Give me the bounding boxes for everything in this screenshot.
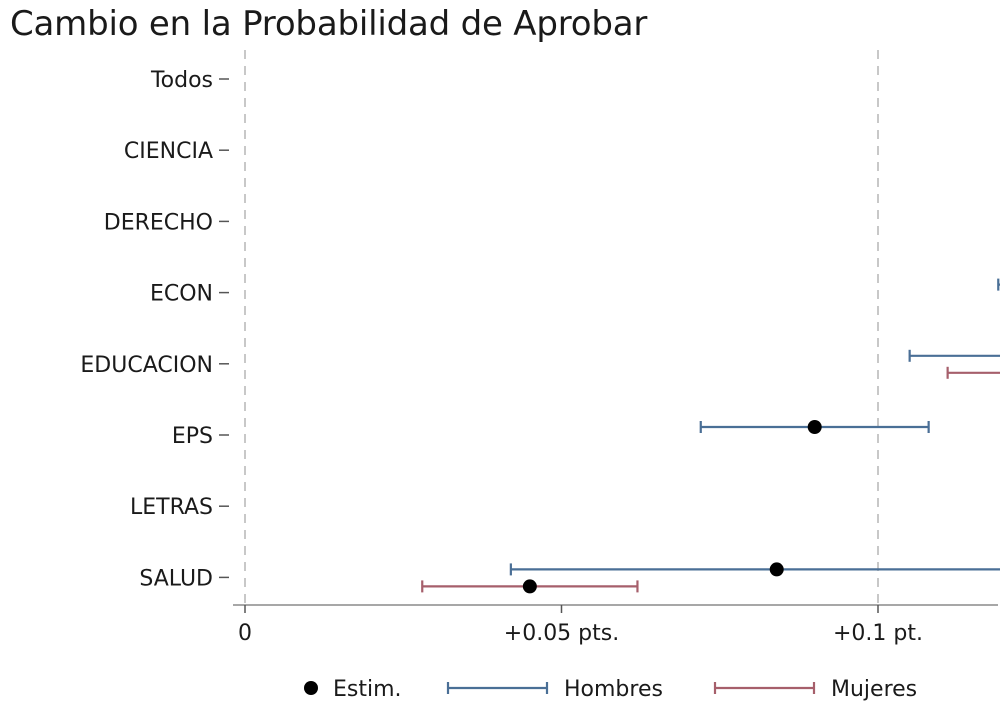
y-tick-label: EPS: [172, 424, 213, 449]
legend-marker-estimate: [304, 681, 318, 695]
y-tick-label: ECON: [150, 282, 213, 307]
y-tick-label: LETRAS: [130, 495, 213, 520]
legend-label-estimate: Estim.: [333, 677, 402, 702]
x-tick-label: +0.05 pts.: [504, 621, 619, 646]
legend: Estim. Hombres Mujeres: [304, 677, 917, 702]
legend-label-mujeres: Mujeres: [831, 677, 917, 702]
chart-title: Cambio en la Probabilidad de Aprobar: [10, 4, 648, 44]
estimate-point-hombres: [769, 562, 784, 577]
y-tick-label: DERECHO: [104, 210, 213, 235]
legend-label-hombres: Hombres: [564, 677, 663, 702]
y-tick-label: EDUCACION: [80, 353, 213, 378]
y-tick-label: Todos: [150, 68, 213, 93]
estimate-point-mujeres: [522, 579, 537, 594]
x-tick-label: +0.1 pt.: [833, 621, 923, 646]
series-layer: [421, 278, 1000, 594]
estimate-point-hombres: [807, 420, 822, 434]
y-tick-label: CIENCIA: [124, 139, 213, 164]
x-tick-label: 0: [238, 621, 252, 646]
y-tick-label: SALUD: [139, 566, 213, 591]
gridlines: [244, 50, 879, 604]
axes: 0+0.05 pts.+0.1 pt.+0.15 pts.+0.2 pts.To…: [80, 68, 998, 646]
